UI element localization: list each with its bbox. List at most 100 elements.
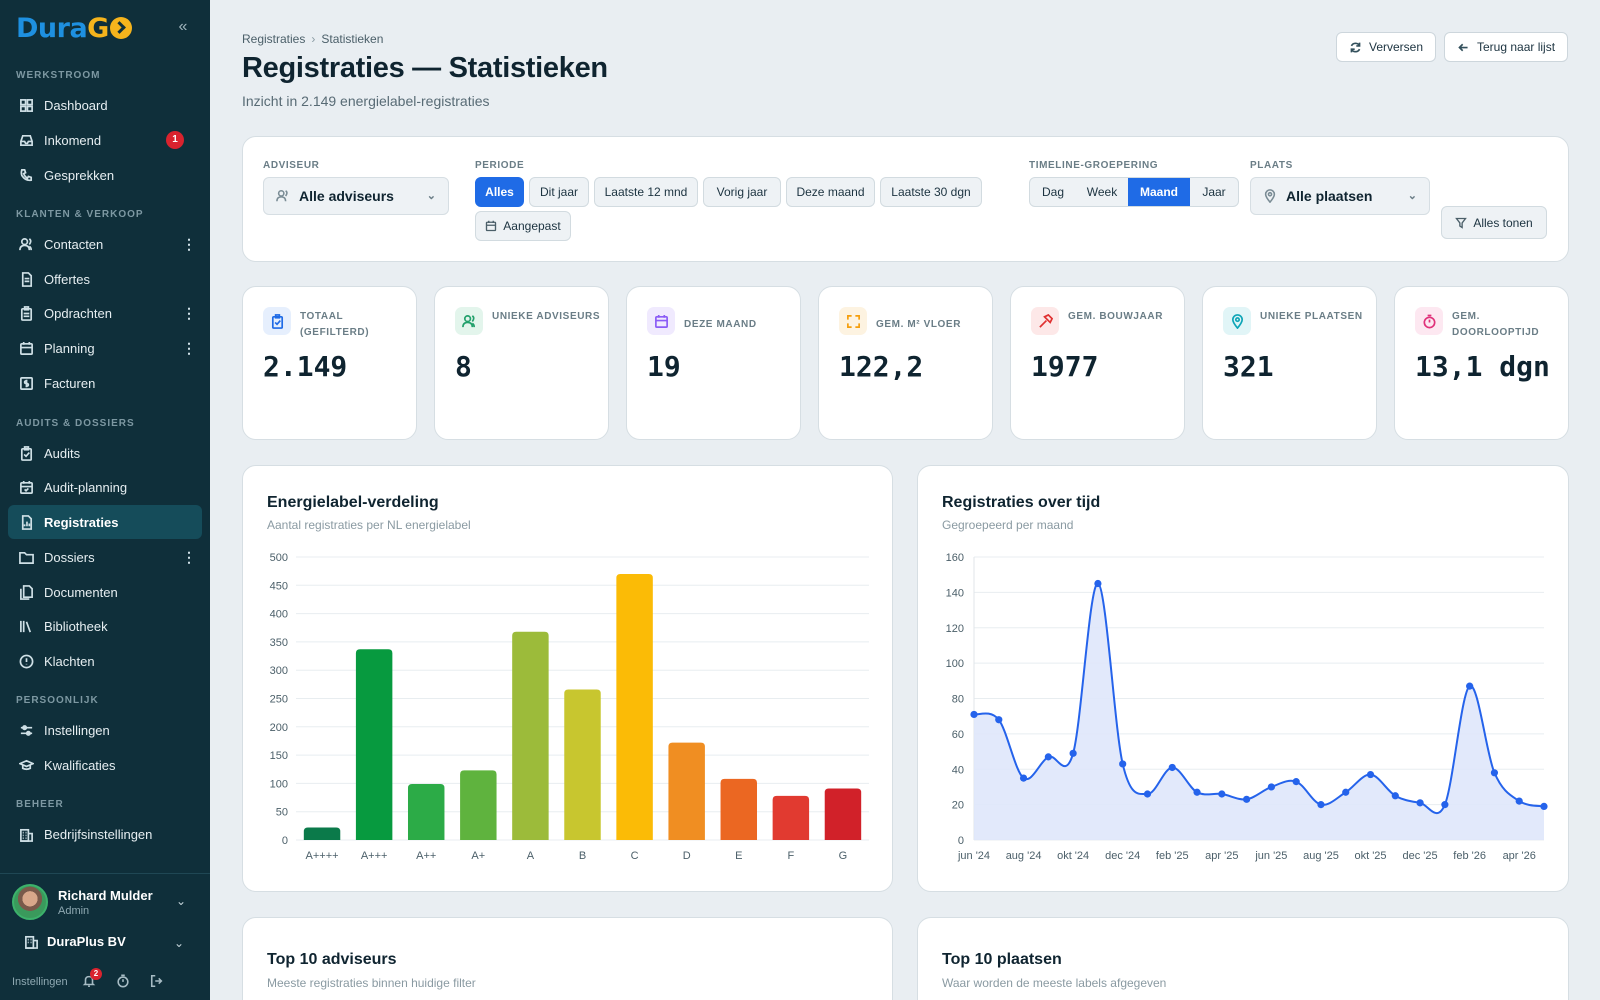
area-fill [974,583,1544,840]
y-tick-label: 200 [270,722,288,734]
sidebar-item-label: Instellingen [44,722,110,738]
sidebar-item-contacten[interactable]: Contacten ⋮ [8,227,202,261]
kpi-value: 19 [647,350,681,383]
sidebar-item-planning[interactable]: Planning ⋮ [8,331,202,365]
sidebar-item-klachten[interactable]: Klachten [8,644,202,678]
sidebar-item-audit-planning[interactable]: Audit-planning [8,470,202,504]
sidebar-item-label: Registraties [44,514,119,530]
sidebar-item-label: Bedrijfsinstellingen [44,826,153,842]
adviseur-select[interactable]: Alle adviseurs ⌄ [263,177,449,215]
y-tick-label: 150 [270,750,288,762]
kpi-label: UNIEKE ADVISEURS [492,311,601,322]
footer-settings-link[interactable]: Instellingen [12,976,68,988]
files-icon [18,584,34,600]
y-tick-label: 50 [276,807,288,819]
data-point [1515,797,1523,805]
bar [460,770,497,840]
org-switcher[interactable]: DuraPlus BV [24,934,126,949]
timeline-option-dag[interactable]: Dag [1041,185,1064,199]
periode-chip-alles[interactable]: Alles [475,177,524,207]
periode-chip-vorig-jaar[interactable]: Vorig jaar [703,177,781,207]
kpi-card-unieke-adviseurs: UNIEKE ADVISEURS 8 [434,286,609,440]
plaats-filter-label: PLAATS [1250,160,1293,171]
library-icon [18,618,34,634]
avatar[interactable] [12,884,48,920]
timeline-segmented-control: Dag Week Maand Jaar [1029,177,1239,207]
y-tick-label: 0 [282,835,288,847]
notification-badge: 2 [90,968,102,980]
sidebar-item-opdrachten[interactable]: Opdrachten ⋮ [8,296,202,330]
sidebar-item-registraties[interactable]: Registraties [8,505,202,539]
sidebar-item-dossiers[interactable]: Dossiers ⋮ [8,540,202,574]
more-menu-icon[interactable]: ⋮ [182,340,196,356]
data-point [1317,801,1325,809]
sidebar-item-kwalificaties[interactable]: Kwalificaties [8,748,202,782]
phone-icon [18,167,34,183]
sidebar-item-audits[interactable]: Audits [8,436,202,470]
user-panel: Richard Mulder Admin ⌄ DuraPlus BV ⌄ Ins… [0,873,210,1000]
chevron-down-icon[interactable]: ⌄ [174,936,185,950]
sidebar-item-label: Documenten [44,584,118,600]
logo-text-dura: Dura [16,12,88,44]
breadcrumb-link-registraties[interactable]: Registraties [242,32,306,46]
sidebar-item-gesprekken[interactable]: Gesprekken [8,158,202,192]
kpi-card-totaal: TOTAAL (GEFILTERD) 2.149 [242,286,417,440]
logo-arrow-icon [109,17,132,39]
kpi-value: 13,1 dgn [1415,350,1550,383]
users-icon [455,307,483,335]
timeline-option-maand[interactable]: Maand [1128,178,1190,206]
calendar-icon [18,340,34,356]
sidebar-item-bibliotheek[interactable]: Bibliotheek [8,609,202,643]
periode-chip-laatste-30-dgn[interactable]: Laatste 30 dgn [880,177,982,207]
data-point [1267,783,1275,791]
data-point [995,716,1003,724]
back-to-list-button[interactable]: Terug naar lijst [1444,32,1569,62]
sidebar-item-dashboard[interactable]: Dashboard [8,88,202,122]
sidebar-item-label: Offertes [44,271,91,287]
more-menu-icon[interactable]: ⋮ [182,549,196,565]
timeline-option-jaar[interactable]: Jaar [1202,185,1226,199]
collapse-sidebar-icon[interactable]: « [178,18,188,35]
bar [355,649,393,840]
top-places-card: Top 10 plaatsen Waar worden de meeste la… [917,917,1569,1000]
chevron-down-icon[interactable]: ⌄ [176,894,187,908]
graduation-cap-icon [18,757,34,773]
show-all-button[interactable]: Alles tonen [1441,206,1547,239]
refresh-button[interactable]: Verversen [1336,32,1437,62]
sidebar-item-label: Contacten [44,236,104,252]
inbox-icon [18,132,34,148]
periode-chip-deze-maand[interactable]: Deze maand [786,177,875,207]
sidebar-item-documenten[interactable]: Documenten [8,575,202,609]
plaats-select[interactable]: Alle plaatsen ⌄ [1250,177,1430,215]
sidebar-item-bedrijfsinstellingen[interactable]: Bedrijfsinstellingen [8,817,202,851]
more-menu-icon[interactable]: ⋮ [182,305,196,321]
periode-chip-aangepast[interactable]: Aangepast [475,211,571,241]
file-icon [18,271,34,287]
more-menu-icon[interactable]: ⋮ [182,236,196,252]
org-name: DuraPlus BV [47,934,126,949]
logout-icon[interactable] [150,974,166,990]
chart-subtitle: Gegroepeerd per maand [942,518,1074,532]
sidebar-item-instellingen[interactable]: Instellingen [8,713,202,747]
y-tick-label: 20 [952,800,964,812]
periode-chip-dit-jaar[interactable]: Dit jaar [529,177,589,207]
periode-chip-laatste-12-mnd[interactable]: Laatste 12 mnd [594,177,698,207]
user-role: Admin [58,905,90,917]
refresh-icon [1350,41,1361,53]
timeline-option-week[interactable]: Week [1086,185,1118,199]
sidebar-item-label: Dossiers [44,549,95,565]
bell-icon[interactable]: 2 [82,968,102,990]
calendar-icon [647,307,675,335]
sidebar-item-offertes[interactable]: Offertes [8,262,202,296]
sidebar-item-facturen[interactable]: Facturen [8,366,202,400]
timer-icon[interactable] [116,974,132,990]
data-point [1218,790,1226,798]
x-tick-label: A+ [471,850,485,862]
durago-logo[interactable]: Dura G [16,12,132,44]
sidebar-item-label: Audit-planning [44,479,128,495]
chart-title: Registraties over tijd [942,494,1101,511]
y-tick-label: 80 [952,694,964,706]
data-point [1019,774,1028,782]
section-title-beheer: BEHEER [16,799,64,810]
sidebar-item-inkomend[interactable]: Inkomend 1 [8,123,202,157]
